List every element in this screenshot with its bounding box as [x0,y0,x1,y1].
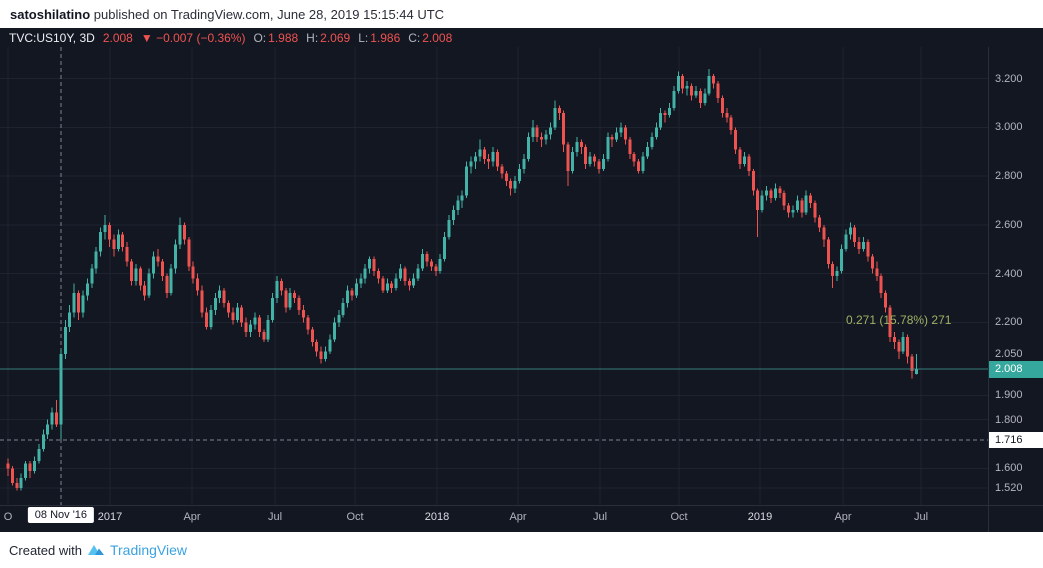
close-value: C: 2.008 [408,30,453,45]
publish-header: satoshilatino published on TradingView.c… [0,0,1043,28]
time-tick-label: Apr [509,511,527,523]
measure-tool-label[interactable]: 0.271 (15.78%) 271 [846,312,952,327]
time-tick-label: Jul [592,511,608,523]
price-tick-label: 2.200 [995,316,1023,329]
publish-info: published on TradingView.com, June 28, 2… [90,6,445,22]
tradingview-brand-link[interactable]: TradingView [109,542,188,558]
price-tick-label: 3.000 [995,121,1023,134]
time-tick-label: Jul [267,511,283,523]
time-tick-label: Oct [346,511,364,523]
low-value: L: 1.986 [358,30,401,45]
attribution-footer: Created with TradingView [0,532,1043,568]
time-tick-label: Oct [670,511,688,523]
time-tick-label: Jul [913,511,929,523]
price-tick-label: 2.800 [995,170,1023,183]
price-tick-label: 2.050 [995,347,1023,360]
created-with-text: Created with [9,542,82,558]
symbol-titlebar: TVC:US10Y, 3D 2.008 ▼ −0.007 (−0.36%) O:… [0,28,1043,47]
symbol-name[interactable]: TVC:US10Y, 3D [9,30,95,45]
open-value: O: 1.988 [253,30,299,45]
time-tick-label: 2017 [97,511,123,523]
price-tick-label: 1.800 [995,413,1023,426]
time-tick-label: Apr [183,511,201,523]
price-tick-label: 1.520 [995,481,1023,494]
time-tick-label: Apr [834,511,852,523]
price-tick-label: 3.200 [995,72,1023,85]
high-value: H: 2.069 [306,30,351,45]
price-change: ▼ −0.007 (−0.36%) [140,30,246,45]
price-tick-label: 2.600 [995,218,1023,231]
price-chart-canvas[interactable] [0,47,1043,532]
time-tick-label: 2019 [747,511,773,523]
current-price-badge: 2.008 [989,361,1043,379]
last-price: 2.008 [102,30,133,45]
level-price-label: 1.716 [989,432,1043,449]
chart-area: 3.200 3.000 2.800 2.600 2.400 2.200 2.050 1.900… [0,47,1043,532]
author-name[interactable]: satoshilatino [10,6,91,22]
time-tick-label: O [3,511,13,523]
price-tick-label: 2.400 [995,267,1023,280]
time-tick-label: 2018 [424,511,450,523]
price-tick-label: 1.600 [995,462,1023,475]
tradingview-logo-icon [87,545,104,555]
event-date-label: 08 Nov '16 [27,507,95,523]
price-tick-label: 1.900 [995,389,1023,402]
